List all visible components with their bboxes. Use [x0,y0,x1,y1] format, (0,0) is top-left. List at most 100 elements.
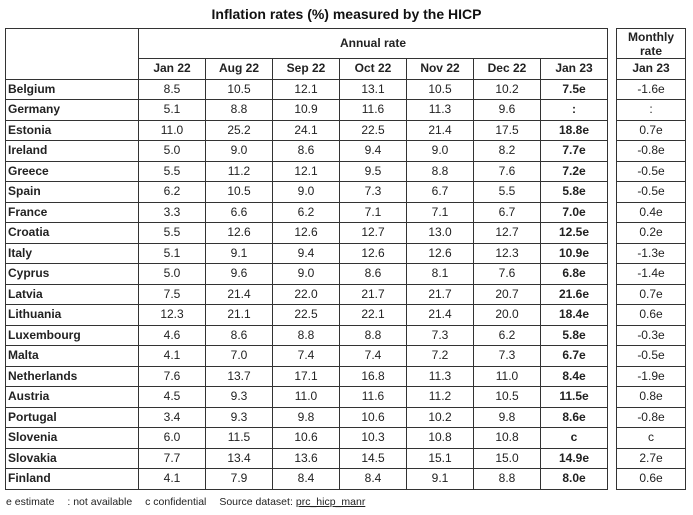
month-header: Nov 22 [406,58,474,80]
table-row: Greece 5.5 11.2 12.1 9.5 8.8 7.6 7.2e [5,160,608,182]
monthly-rate-cell: -0.5e [616,160,686,182]
annual-rate-cell: 10.5 [406,78,474,100]
country-name: Germany [5,99,139,121]
table-row: Italy 5.1 9.1 9.4 12.6 12.6 12.3 10.9e [5,242,608,264]
annual-rate-cell: 21.4 [406,304,474,326]
annual-rate-cell: 10.8 [406,427,474,449]
monthly-rate-cell: 0.7e [616,119,686,141]
legend-estimate: e estimate [6,496,55,508]
monthly-rate-cell: -0.8e [616,406,686,428]
annual-rate-cell: 15.0 [473,447,541,469]
annual-rate-cell: 9.1 [205,242,273,264]
annual-rate-cell: 7.0e [540,201,608,223]
monthly-rate-cell: -1.4e [616,263,686,285]
annual-rate-cell: 12.6 [339,242,407,264]
annual-rate-cell: 9.0 [205,140,273,162]
month-header: Oct 22 [339,58,407,80]
annual-rate-cell: 5.1 [138,242,206,264]
annual-rate-cell: 10.5 [473,386,541,408]
annual-rate-cell: 7.5e [540,78,608,100]
legend-confidential: c confidential [145,496,207,508]
annual-rate-cell: 11.0 [473,365,541,387]
page-title: Inflation rates (%) measured by the HICP [211,6,482,22]
annual-rate-cell: 17.5 [473,119,541,141]
annual-rate-cell: 10.5 [205,181,273,203]
annual-rate-header: Annual rate [138,28,608,59]
table-row: Estonia 11.0 25.2 24.1 22.5 21.4 17.5 18.8e [5,119,608,141]
annual-rate-cell: 25.2 [205,119,273,141]
annual-rate-cell: 7.7e [540,140,608,162]
annual-rate-cell: 7.4 [339,345,407,367]
annual-rate-cell: 10.8 [473,427,541,449]
annual-rate-cell: 20.0 [473,304,541,326]
annual-rate-cell: 6.7 [473,201,541,223]
footer-legend: e estimate : not available c confidentia… [6,496,365,508]
annual-rate-cell: 17.1 [272,365,340,387]
country-name: Ireland [5,140,139,162]
table-row: Malta 4.1 7.0 7.4 7.4 7.2 7.3 6.7e [5,345,608,367]
annual-rate-cell: 12.1 [272,160,340,182]
annual-rate-cell: c [540,427,608,449]
annual-rate-cell: 7.6 [473,263,541,285]
annual-rate-cell: 3.3 [138,201,206,223]
annual-rate-cell: 8.4 [339,468,407,490]
annual-rate-cell: 8.6 [339,263,407,285]
annual-rate-cell: 14.5 [339,447,407,469]
annual-rate-cell: 7.2 [406,345,474,367]
month-header: Jan 23 [540,58,608,80]
table-row: Austria 4.5 9.3 11.0 11.6 11.2 10.5 11.5e [5,386,608,408]
table-row: Germany 5.1 8.8 10.9 11.6 11.3 9.6: [5,99,608,121]
annual-rate-cell: 5.8e [540,181,608,203]
annual-rate-cell: 7.3 [406,324,474,346]
table-row: -1.6e [616,78,686,100]
annual-rate-cell: 9.3 [205,386,273,408]
annual-rate-cell: 8.8 [473,468,541,490]
table-row: Luxembourg 4.6 8.6 8.8 8.8 7.3 6.2 5.8e [5,324,608,346]
annual-rate-cell: 18.8e [540,119,608,141]
annual-rate-cell: 6.6 [205,201,273,223]
table-row: Latvia 7.5 21.4 22.0 21.7 21.7 20.7 21.6e [5,283,608,305]
annual-rate-cell: 8.8 [406,160,474,182]
source-dataset-link[interactable]: prc_hicp_manr [295,496,366,508]
country-name: Slovakia [5,447,139,469]
annual-rate-cell: 21.6e [540,283,608,305]
annual-rate-cell: 7.3 [473,345,541,367]
monthly-rate-cell: -1.6e [616,78,686,100]
annual-rate-cell: 7.9 [205,468,273,490]
table-row: 2.7e [616,447,686,469]
table-row: 0.6e [616,468,686,490]
table-row: Finland 4.1 7.9 8.4 8.4 9.1 8.8 8.0e [5,468,608,490]
table-row: Netherlands 7.6 13.7 17.1 16.8 11.3 11.0 8.4e [5,365,608,387]
annual-rate-cell: 8.4e [540,365,608,387]
annual-rate-cell: 6.7e [540,345,608,367]
annual-rate-cell: 8.5 [138,78,206,100]
annual-rate-cell: 5.0 [138,263,206,285]
monthly-rate-cell: 0.6e [616,304,686,326]
annual-rate-cell: 6.8e [540,263,608,285]
annual-rate-cell: 22.0 [272,283,340,305]
table-row: Croatia 5.5 12.6 12.6 12.7 13.0 12.7 12.5e [5,222,608,244]
annual-rate-table: Annual rate Jan 22 Aug 22 Sep 22 Oct 22 Nov … [5,28,608,490]
country-name: France [5,201,139,223]
country-name: Portugal [5,406,139,428]
table-row: -0.8e [616,406,686,428]
table-row: 0.6e [616,304,686,326]
annual-rate-cell: 9.4 [272,242,340,264]
source-label: Source dataset: [219,496,293,508]
country-name: Estonia [5,119,139,141]
country-name: Italy [5,242,139,264]
annual-rate-cell: 4.1 [138,468,206,490]
annual-rate-cell: 11.2 [406,386,474,408]
country-name: Austria [5,386,139,408]
annual-rate-cell: 12.5e [540,222,608,244]
annual-rate-cell: 13.7 [205,365,273,387]
annual-rate-cell: 12.6 [406,242,474,264]
table-row: Cyprus 5.0 9.6 9.0 8.6 8.1 7.6 6.8e [5,263,608,285]
annual-rate-cell: 13.1 [339,78,407,100]
monthly-month-header: Jan 23 [616,58,686,80]
monthly-rate-table: Monthly rate Jan 23 -1.6e:0.7e -0.8e -0.5e… [616,28,686,490]
annual-rate-cell: 10.6 [272,427,340,449]
country-header-blank [5,28,139,80]
country-name: Spain [5,181,139,203]
country-name: Malta [5,345,139,367]
